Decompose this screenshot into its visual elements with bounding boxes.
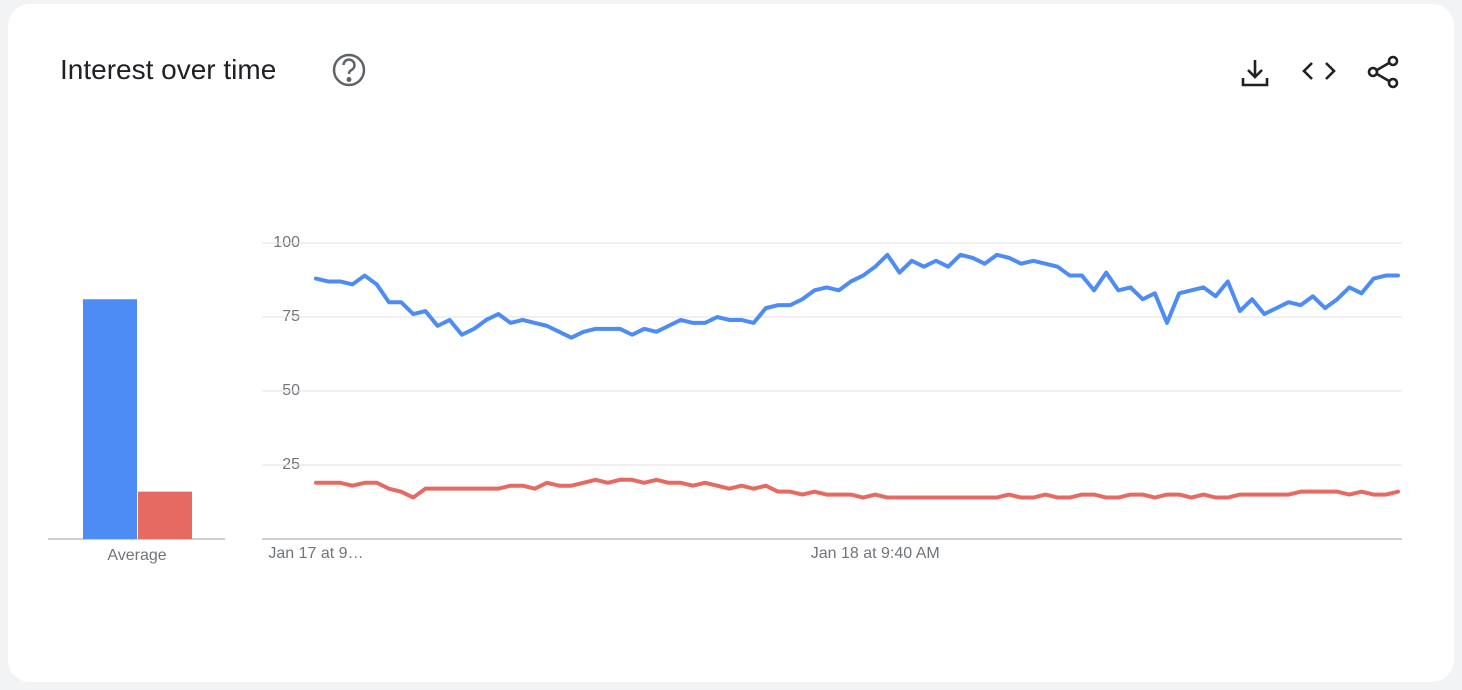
widget-title: Interest over time bbox=[60, 54, 277, 85]
widget-card: Interest over time bbox=[8, 4, 1454, 682]
x-tick-label: Jan 18 at 9:40 AM bbox=[811, 545, 940, 562]
series-line bbox=[314, 477, 1400, 500]
share-button[interactable] bbox=[1367, 55, 1399, 89]
series-line bbox=[314, 252, 1400, 340]
download-button[interactable] bbox=[1241, 60, 1269, 87]
x-tick-label: Jan 17 at 9… bbox=[268, 545, 363, 562]
average-bar bbox=[83, 299, 137, 539]
embed-button[interactable] bbox=[1302, 62, 1336, 80]
average-bar bbox=[138, 491, 192, 539]
x-tick-label: Average bbox=[107, 547, 166, 564]
help-icon[interactable] bbox=[332, 53, 366, 87]
